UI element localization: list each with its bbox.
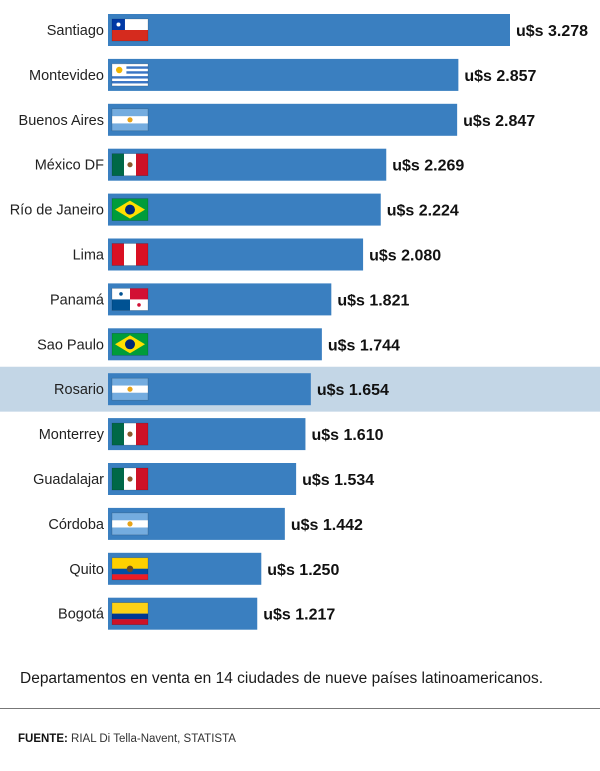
value-label: u$s 2.857 (464, 68, 536, 85)
bar (108, 148, 387, 181)
flag-argentina-icon (111, 108, 149, 132)
flag-peru-icon (111, 243, 149, 266)
value-label: u$s 2.080 (369, 248, 441, 265)
flag-chile-icon (111, 18, 149, 42)
value-label: u$s 1.744 (328, 337, 400, 354)
bar (108, 238, 364, 271)
category-label: México DF (35, 158, 104, 174)
source-text: RIAL Di Tella-Navent, STATISTA (67, 733, 236, 745)
bar (108, 58, 459, 91)
flag-argentina-icon (111, 377, 149, 401)
chart-caption: Departamentos en venta en 14 ciudades de… (20, 670, 544, 687)
value-label: u$s 2.847 (463, 113, 535, 130)
flag-brazil-icon (111, 198, 149, 221)
category-label: Montevideo (29, 68, 104, 84)
category-label: Lima (73, 248, 105, 264)
source-label: FUENTE: (18, 733, 68, 745)
flag-colombia-icon (111, 602, 149, 626)
value-label: u$s 1.654 (317, 382, 389, 399)
category-label: Quito (69, 562, 104, 578)
flag-mexico-icon (111, 467, 149, 491)
value-label: u$s 1.821 (337, 292, 409, 309)
value-label: u$s 1.610 (311, 427, 383, 444)
divider (0, 708, 600, 709)
flag-mexico-icon (111, 422, 149, 446)
value-label: u$s 2.269 (392, 158, 464, 175)
bar (108, 14, 510, 46)
flag-ecuador-icon (111, 557, 149, 581)
value-label: u$s 1.250 (267, 562, 339, 579)
source-note: FUENTE: RIAL Di Tella-Navent, STATISTA (18, 733, 236, 745)
bar (108, 193, 381, 226)
flag-brazil-icon (111, 332, 149, 356)
category-label: Sao Paulo (37, 337, 104, 353)
value-label: u$s 3.278 (516, 23, 588, 40)
category-label: Santiago (47, 23, 104, 39)
flag-argentina-icon (111, 512, 149, 536)
category-label: Córdoba (48, 517, 105, 533)
flag-mexico-icon (111, 153, 149, 176)
category-label: Buenos Aires (19, 113, 104, 129)
category-label: Bogotá (58, 607, 105, 623)
flag-uruguay-icon (111, 63, 149, 87)
bar (108, 103, 458, 136)
category-label: Rosario (54, 382, 104, 398)
value-label: u$s 1.442 (291, 517, 363, 534)
value-label: u$s 1.534 (302, 472, 374, 489)
value-label: u$s 1.217 (263, 607, 335, 624)
category-label: Monterrey (39, 427, 105, 443)
category-label: Río de Janeiro (10, 203, 104, 219)
flag-panama-icon (111, 288, 149, 311)
value-label: u$s 2.224 (387, 203, 459, 220)
category-label: Guadalajar (33, 472, 104, 488)
bar-chart: Santiago u$s 3.278 Montevideo u$s 2.857 Buen… (0, 14, 600, 630)
category-label: Panamá (50, 292, 105, 308)
